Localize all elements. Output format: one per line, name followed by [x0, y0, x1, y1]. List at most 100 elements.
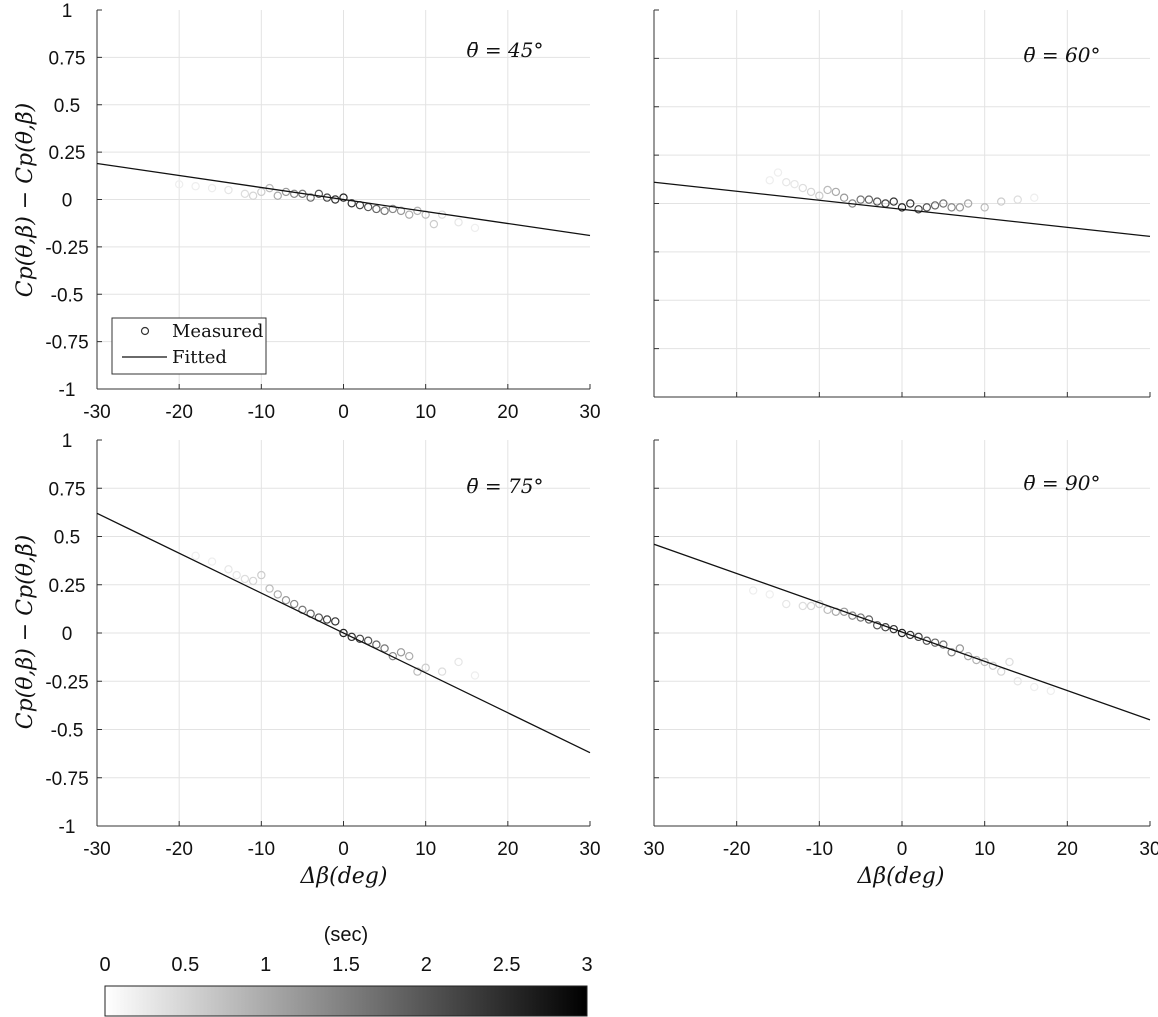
y-tick-label: -0.5: [51, 721, 84, 742]
theta-annotation: θ̄ = 75°: [467, 474, 544, 498]
measured-point: [765, 176, 774, 185]
x-tick-label: -10: [248, 402, 275, 423]
colorbar: (sec) 0 0.5 1 1.5 2 2.5 3: [99, 924, 593, 1017]
subplots: 10.750.50.250-0.25-0.5-0.75-1-30 -20 -10 0 1…: [45, 1, 1158, 860]
x-tick-label: 30: [579, 839, 600, 860]
colorbar-tick-label: 0.5: [171, 954, 199, 976]
measured-point: [815, 191, 824, 200]
colorbar-tick-label: 1: [260, 954, 271, 976]
measured-point: [454, 657, 463, 667]
measured-point: [306, 193, 315, 202]
y-tick-label: -0.75: [45, 333, 88, 354]
measured-point: [906, 630, 915, 640]
measured-point: [191, 551, 200, 561]
measured-point: [339, 193, 348, 202]
x-tick-label: 20: [497, 839, 518, 860]
y-tick-label: 0.25: [49, 576, 86, 597]
measured-point: [939, 640, 948, 649]
colorbar-tick-label: 2: [421, 954, 432, 976]
x-tick-label: -30: [83, 402, 110, 423]
fitted-line: [96, 512, 591, 754]
measured-point: [380, 644, 389, 653]
colorbar-tick-label: 0: [99, 954, 110, 976]
measured-point: [273, 590, 282, 599]
measured-point: [889, 624, 898, 634]
measured-point: [782, 599, 791, 609]
measured-point: [963, 199, 973, 208]
measured-point: [839, 607, 849, 616]
colorbar-tick-label: 3: [581, 954, 592, 976]
fitted-line: [653, 543, 1151, 721]
measured-point: [939, 199, 948, 208]
measured-point: [1013, 195, 1022, 204]
measured-point: [980, 203, 989, 212]
measured-point: [380, 206, 389, 216]
measured-point: [823, 605, 832, 615]
x-tick-label: 30: [579, 402, 600, 423]
x-tick-label: 20: [1057, 839, 1078, 860]
x-tick-label: 30: [1139, 839, 1158, 860]
measured-point: [831, 187, 841, 197]
measured-point: [248, 576, 258, 586]
measured-point: [947, 648, 956, 657]
x-tick-label: 0: [338, 839, 349, 860]
colorbar-tick-label: 1.5: [332, 954, 360, 976]
measured-point: [322, 615, 332, 624]
x-tick-label: -10: [806, 839, 833, 860]
y-tick-label: 1: [62, 1, 73, 22]
measured-point: [470, 223, 480, 233]
measured-point: [257, 187, 266, 197]
y-tick-label: 0.5: [54, 96, 80, 117]
measured-point: [930, 201, 940, 210]
y-tick-label: 0: [62, 624, 73, 645]
ylabel-top-left: Cp(θ,β) − Cp(θ,β̄): [13, 103, 38, 298]
measured-point: [1013, 677, 1022, 686]
measured-point: [470, 671, 480, 680]
measured-point: [372, 640, 381, 649]
measured-point: [232, 570, 241, 580]
measured-point: [273, 191, 282, 200]
measured-point: [331, 617, 340, 626]
fitted-line: [653, 181, 1151, 238]
measured-point: [281, 595, 291, 605]
measured-point: [922, 636, 932, 645]
y-tick-label: -1: [59, 380, 76, 401]
measured-point: [749, 586, 758, 595]
measured-point: [922, 203, 932, 212]
x-tick-label: 0: [338, 402, 349, 423]
measured-point: [290, 189, 299, 199]
x-tick-label: 10: [415, 402, 436, 423]
measured-point: [437, 667, 447, 676]
measured-point: [207, 557, 217, 566]
legend: Measured Fitted: [111, 317, 267, 375]
measured-point: [413, 667, 422, 676]
measured-point: [889, 197, 898, 206]
measured-point: [347, 632, 356, 642]
measured-point: [997, 197, 1006, 206]
legend-measured-marker: [140, 326, 150, 336]
measured-point: [207, 183, 217, 193]
measured-point: [782, 178, 791, 187]
measured-point: [290, 599, 299, 609]
theta-annotation: θ̄ = 90°: [1024, 471, 1101, 495]
measured-point: [454, 218, 463, 227]
measured-point: [897, 203, 907, 212]
measured-point: [955, 203, 965, 212]
measured-point: [174, 180, 184, 189]
x-tick-label: 10: [415, 839, 436, 860]
measured-point: [363, 202, 373, 212]
measured-point: [839, 193, 849, 202]
y-tick-label: 1: [62, 431, 73, 452]
theta-annotation: θ̄ = 60°: [1024, 43, 1101, 67]
xlabel-bottom-right: Δβ(deg): [857, 864, 945, 889]
measured-point: [331, 195, 340, 204]
measured-point: [396, 648, 406, 657]
subplot-3: 1 0.75 0.5 0.25 0 -0.25 -0.5 -0.75 -1 -30 -20 -10 0 1…: [45, 431, 600, 860]
measured-point: [864, 195, 874, 204]
colorbar-ticks: 0 0.5 1 1.5 2 2.5 3: [99, 954, 592, 976]
colorbar-gradient: [104, 985, 588, 1017]
measured-point: [347, 199, 356, 208]
measured-point: [240, 189, 250, 199]
ylabel-bottom-left: Cp(θ,β) − Cp(θ,β̄): [13, 535, 38, 730]
